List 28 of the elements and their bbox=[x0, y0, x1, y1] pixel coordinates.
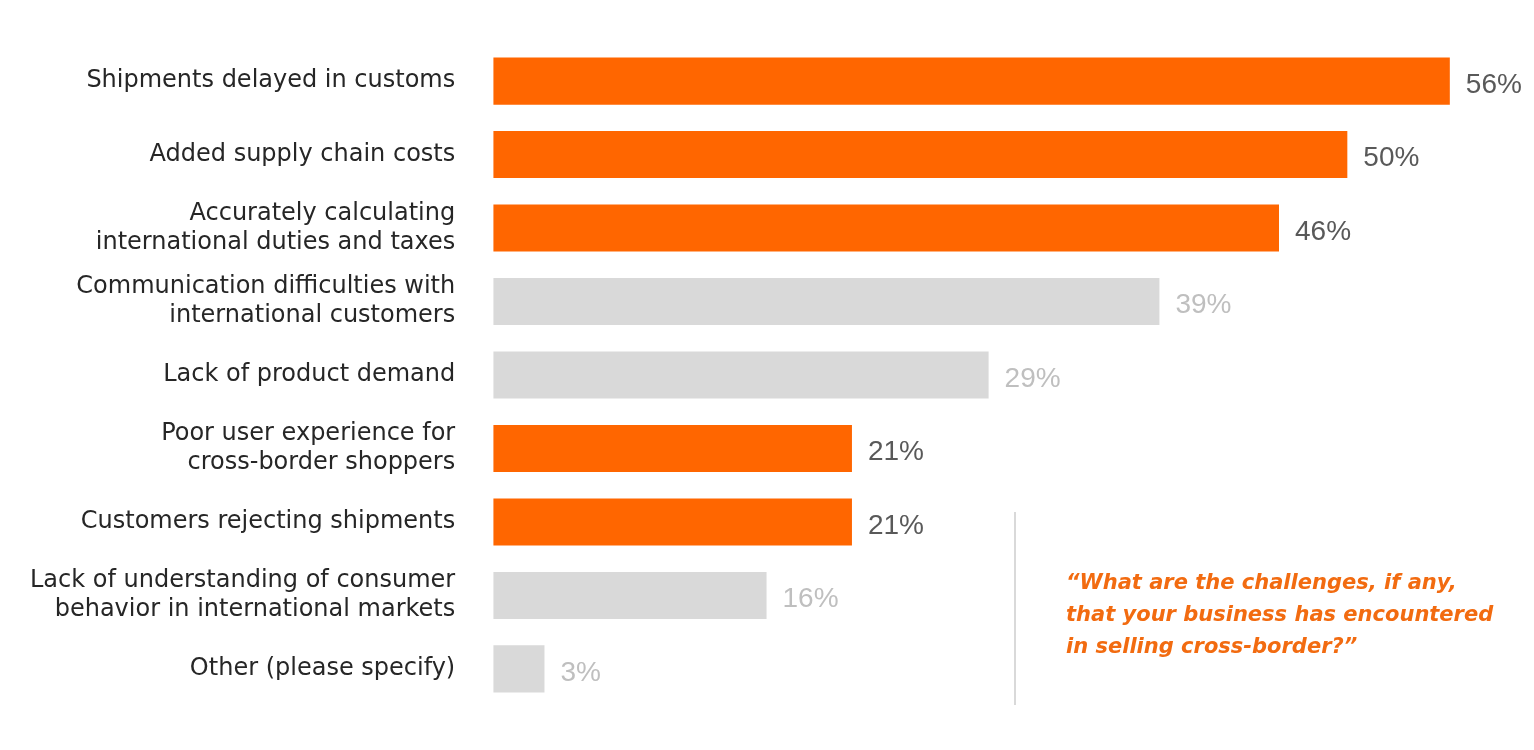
data-label: 3% bbox=[560, 655, 601, 687]
y-tick-label: Communication difficulties with international customers bbox=[76, 271, 456, 329]
y-tick-label: Lack of product demand bbox=[163, 359, 456, 388]
y-tick-label: Shipments delayed in customs bbox=[86, 65, 456, 94]
data-label: 39% bbox=[1175, 288, 1232, 320]
data-label: 56% bbox=[1465, 67, 1522, 99]
y-tick-label: Added supply chain costs bbox=[149, 138, 456, 167]
y-tick-label: Other (please specify) bbox=[189, 653, 456, 682]
bar bbox=[493, 424, 852, 472]
y-tick-label: Customers rejecting shipments bbox=[80, 506, 456, 535]
bar bbox=[493, 645, 545, 693]
y-tick-label: Lack of understanding of consumer behavior in international markets bbox=[29, 565, 456, 623]
bar bbox=[493, 571, 767, 619]
data-label: 21% bbox=[867, 435, 924, 467]
y-tick-label: Accurately calculating international duties and taxes bbox=[95, 197, 456, 255]
bar bbox=[493, 204, 1279, 252]
bar bbox=[493, 351, 989, 399]
y-tick-label: Poor user experience for cross-border shoppers bbox=[161, 418, 456, 476]
data-label: 16% bbox=[782, 582, 839, 614]
data-label: 46% bbox=[1295, 214, 1352, 246]
data-label: 21% bbox=[867, 508, 924, 540]
annotation: “What are the challenges, if any, that your business has encountered in selling cross-border?” bbox=[1066, 569, 1495, 660]
bar bbox=[493, 498, 852, 546]
bar bbox=[493, 57, 1450, 105]
bar bbox=[493, 278, 1160, 326]
data-label: 50% bbox=[1363, 141, 1420, 173]
bar bbox=[493, 131, 1348, 179]
data-label: 29% bbox=[1004, 361, 1061, 393]
